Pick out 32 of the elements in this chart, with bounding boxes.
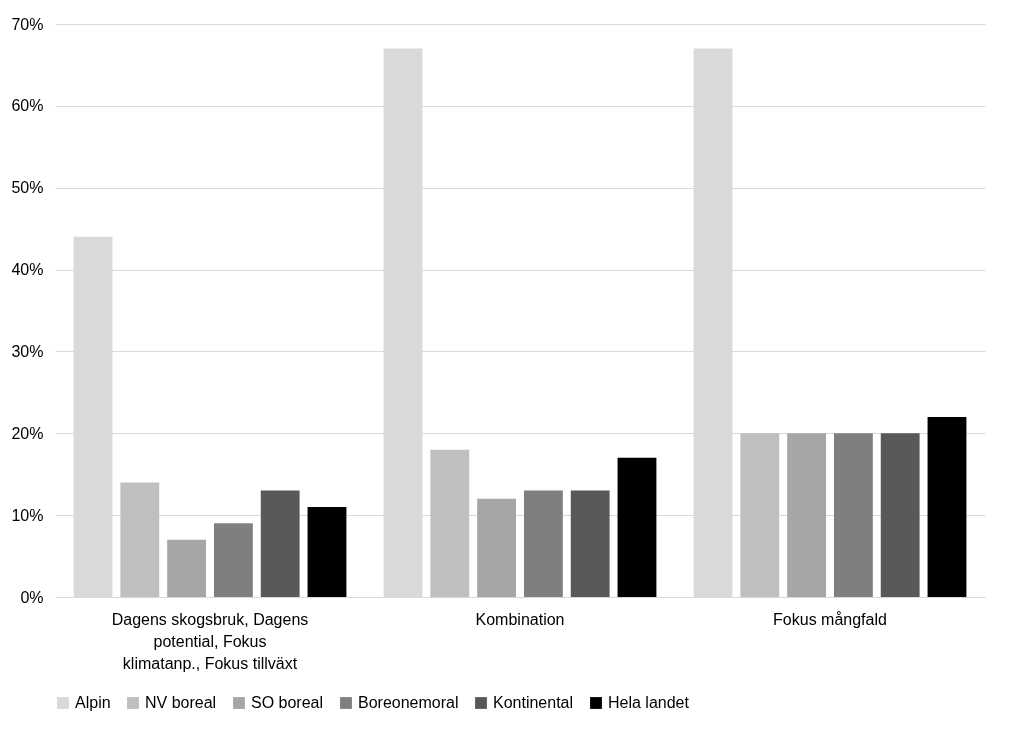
legend-label: Kontinental	[493, 694, 574, 711]
bar	[477, 498, 517, 597]
bar	[307, 506, 347, 597]
y-tick-label: 0%	[20, 588, 44, 606]
bar	[120, 482, 160, 597]
bar	[167, 539, 207, 597]
x-tick-label: Dagens skogsbruk, Dagens potential, Fokus klimatanp., Fokus tillväxt	[111, 610, 309, 672]
y-tick-label: 40%	[11, 261, 44, 279]
y-tick-label: 20%	[11, 424, 44, 442]
y-tick-label: 50%	[11, 179, 44, 197]
bar	[523, 490, 563, 597]
bar	[617, 457, 657, 597]
x-tick-label: Fokus mångfald	[773, 610, 887, 628]
bar	[260, 490, 300, 597]
bar	[430, 449, 470, 597]
bar	[213, 523, 253, 597]
legend-label: SO boreal	[251, 694, 324, 711]
y-tick-label: 70%	[11, 15, 44, 33]
bar	[833, 433, 873, 597]
bar	[787, 433, 827, 597]
y-tick-label: 10%	[11, 506, 44, 524]
legend-label: NV boreal	[145, 694, 217, 711]
bar	[570, 490, 610, 597]
legend-label: Alpin	[75, 694, 111, 711]
bar	[927, 416, 967, 597]
y-tick-label: 60%	[11, 97, 44, 115]
legend-label: Boreonemoral	[358, 694, 459, 711]
legend-label: Hela landet	[608, 694, 690, 711]
x-tick-label: Kombination	[475, 610, 565, 628]
y-tick-label: 30%	[11, 342, 44, 360]
bar	[880, 433, 920, 597]
bar	[740, 433, 780, 597]
